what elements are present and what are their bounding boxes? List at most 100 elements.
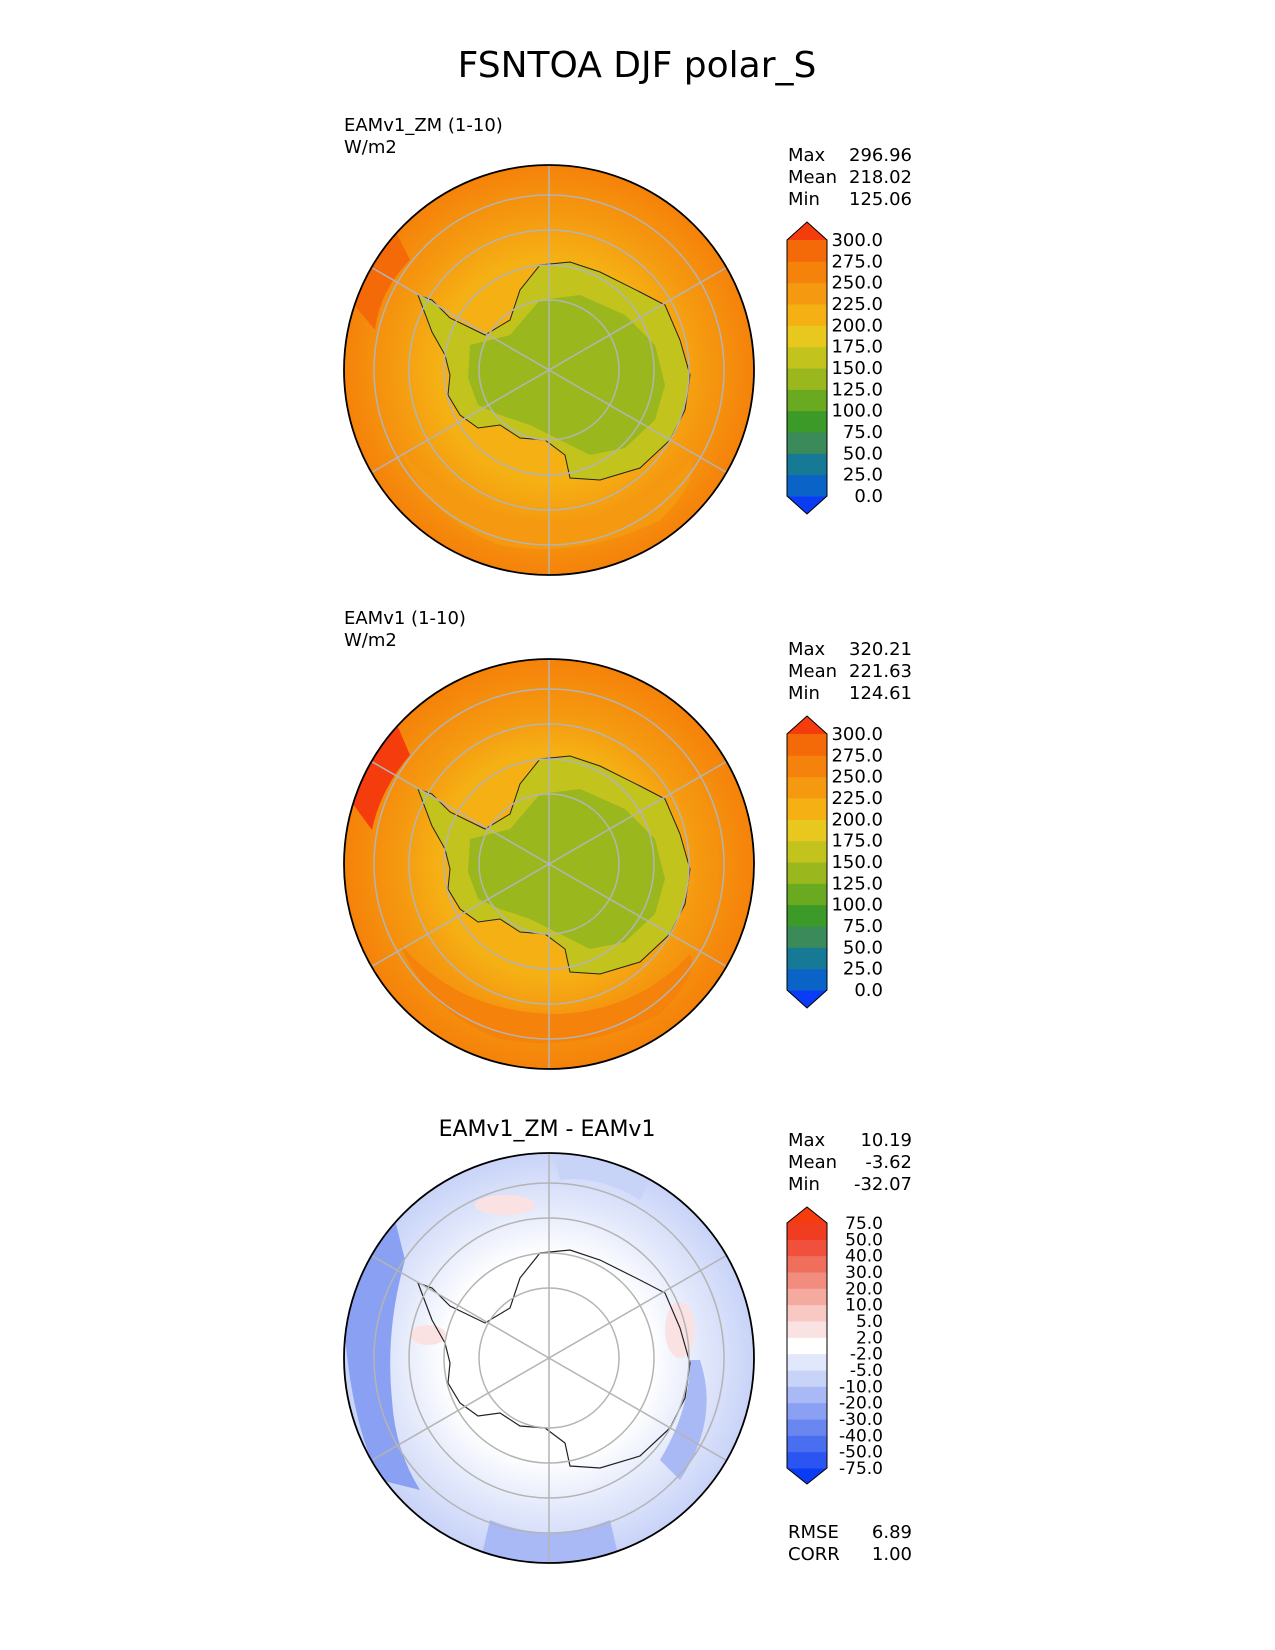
colorbar-tick-label: 275.0 (831, 745, 883, 766)
colorbar-tick-label: 175.0 (831, 831, 883, 852)
colorbar-tick-label: 100.0 (831, 895, 883, 916)
colorbar-outline (786, 715, 828, 1009)
colorbar-segment (787, 755, 827, 778)
colorbar-tick-label: -20.0 (839, 1394, 883, 1414)
panel-2-graticule (371, 659, 727, 1069)
panel-2-stat-max: 320.21 (849, 639, 912, 660)
colorbar-segment (787, 1304, 827, 1322)
colorbar-segment (787, 1321, 827, 1338)
colorbar-tick-label: 10.0 (845, 1296, 883, 1316)
panel-3-rmse-label: RMSE (788, 1522, 839, 1543)
colorbar-segment (787, 1337, 827, 1355)
colorbar-tick-label: 200.0 (831, 809, 883, 830)
colorbar-segment (787, 904, 827, 927)
colorbar-tick-label: 0.0 (854, 486, 883, 507)
colorbar-tick-label: 150.0 (831, 358, 883, 379)
panel-3: EAMv1_ZM - EAMv1 Max 10.19 Mean (343, 1117, 912, 1565)
panel-3-positive-patch-north (475, 1195, 535, 1215)
colorbar-tick-label: 250.0 (831, 767, 883, 788)
colorbar-outline (786, 221, 828, 515)
colorbar-segment (787, 883, 827, 906)
colorbar-tick-label: 275.0 (831, 251, 883, 272)
panel-2: EAMv1 (1-10) W/m2 Max 320.21 Mean 221.63… (343, 608, 912, 1070)
colorbar-segment (787, 1402, 827, 1420)
colorbar-extend-min (787, 990, 827, 1008)
colorbar-segment (787, 1386, 827, 1404)
colorbar-segment (787, 1435, 827, 1453)
panel-1-units: W/m2 (344, 137, 397, 158)
panel-1-stat-min: 125.06 (849, 189, 912, 210)
colorbar-segment (787, 926, 827, 948)
colorbar-outline (786, 1206, 828, 1485)
figure-title: FSNTOA DJF polar_S (458, 45, 817, 86)
colorbar-tick-label: -40.0 (839, 1426, 883, 1446)
colorbar-segment (787, 304, 827, 326)
panel-2-stat-min-label: Min (788, 683, 820, 704)
colorbar-tick-label: 225.0 (831, 788, 883, 809)
panel-1-name: EAMv1_ZM (1-10) (344, 115, 503, 136)
panel-3-colorbar: -75.0-50.0-40.0-30.0-20.0-10.0-5.0-2.02.… (786, 1206, 883, 1485)
panel-2-colorbar: 0.025.050.075.0100.0125.0150.0175.0200.0… (786, 715, 883, 1009)
colorbar-segment (787, 734, 827, 756)
panel-2-units: W/m2 (344, 630, 397, 651)
colorbar-segment (787, 1239, 827, 1257)
colorbar-segment (787, 474, 827, 497)
panel-1-graticule (371, 165, 727, 575)
colorbar-segment (787, 346, 827, 369)
panel-2-ocean-band (400, 944, 692, 1044)
colorbar-segment (787, 947, 827, 970)
panel-3-map-border (343, 1152, 755, 1564)
colorbar-segment (787, 453, 827, 476)
panel-3-stat-mean-label: Mean (788, 1152, 837, 1173)
colorbar-segment (787, 1288, 827, 1306)
colorbar-tick-label: 250.0 (831, 273, 883, 294)
colorbar-segment (787, 410, 827, 433)
colorbar-extend-max (787, 716, 827, 734)
panel-3-negative-south (480, 1520, 620, 1563)
panel-2-map (344, 659, 754, 1069)
panel-2-stat-min: 124.61 (849, 683, 912, 704)
colorbar-tick-label: -75.0 (839, 1459, 883, 1479)
panel-3-stat-max: 10.19 (860, 1130, 912, 1151)
colorbar-segment (787, 282, 827, 305)
colorbar-segment (787, 432, 827, 454)
panel-1-map (344, 165, 754, 575)
panel-3-stat-min-label: Min (788, 1174, 820, 1195)
colorbar-extend-max (787, 1207, 827, 1223)
colorbar-tick-label: 125.0 (831, 873, 883, 894)
panel-1-colorbar: 0.025.050.075.0100.0125.0150.0175.0200.0… (786, 221, 883, 515)
colorbar-tick-label: 175.0 (831, 337, 883, 358)
colorbar-tick-label: 5.0 (856, 1312, 883, 1332)
panel-3-stat-min: -32.07 (854, 1174, 912, 1195)
panel-3-stat-mean: -3.62 (865, 1152, 912, 1173)
colorbar-tick-label: 40.0 (845, 1247, 883, 1267)
colorbar-tick-label: 25.0 (843, 465, 883, 486)
colorbar-tick-label: 0.0 (854, 980, 883, 1001)
panel-3-corr: 1.00 (872, 1544, 912, 1565)
panel-2-warm-patch (350, 720, 410, 830)
colorbar-segment (787, 1370, 827, 1387)
panel-2-name: EAMv1 (1-10) (344, 608, 466, 629)
panel-1-stat-mean-label: Mean (788, 167, 837, 188)
panel-3-map (344, 1153, 754, 1563)
colorbar-tick-label: -30.0 (839, 1410, 883, 1430)
panel-2-stat-mean-label: Mean (788, 661, 837, 682)
colorbar-extend-min (787, 496, 827, 514)
colorbar-tick-label: 200.0 (831, 315, 883, 336)
panel-1-ocean-band (400, 450, 692, 550)
panel-1-stat-min-label: Min (788, 189, 820, 210)
panel-2-continent-interior (468, 789, 665, 949)
colorbar-extend-min (787, 1468, 827, 1484)
colorbar-tick-label: 300.0 (831, 724, 883, 745)
panel-1-continent-interior (468, 295, 665, 455)
colorbar-tick-label: -2.0 (850, 1345, 883, 1365)
panel-3-rmse: 6.89 (872, 1522, 912, 1543)
colorbar-tick-label: 300.0 (831, 230, 883, 251)
panel-1-stat-max-label: Max (788, 145, 826, 166)
panel-3-stat-max-label: Max (788, 1130, 826, 1151)
colorbar-segment (787, 368, 827, 390)
colorbar-segment (787, 1223, 827, 1240)
colorbar-segment (787, 776, 827, 799)
colorbar-tick-label: -10.0 (839, 1377, 883, 1397)
